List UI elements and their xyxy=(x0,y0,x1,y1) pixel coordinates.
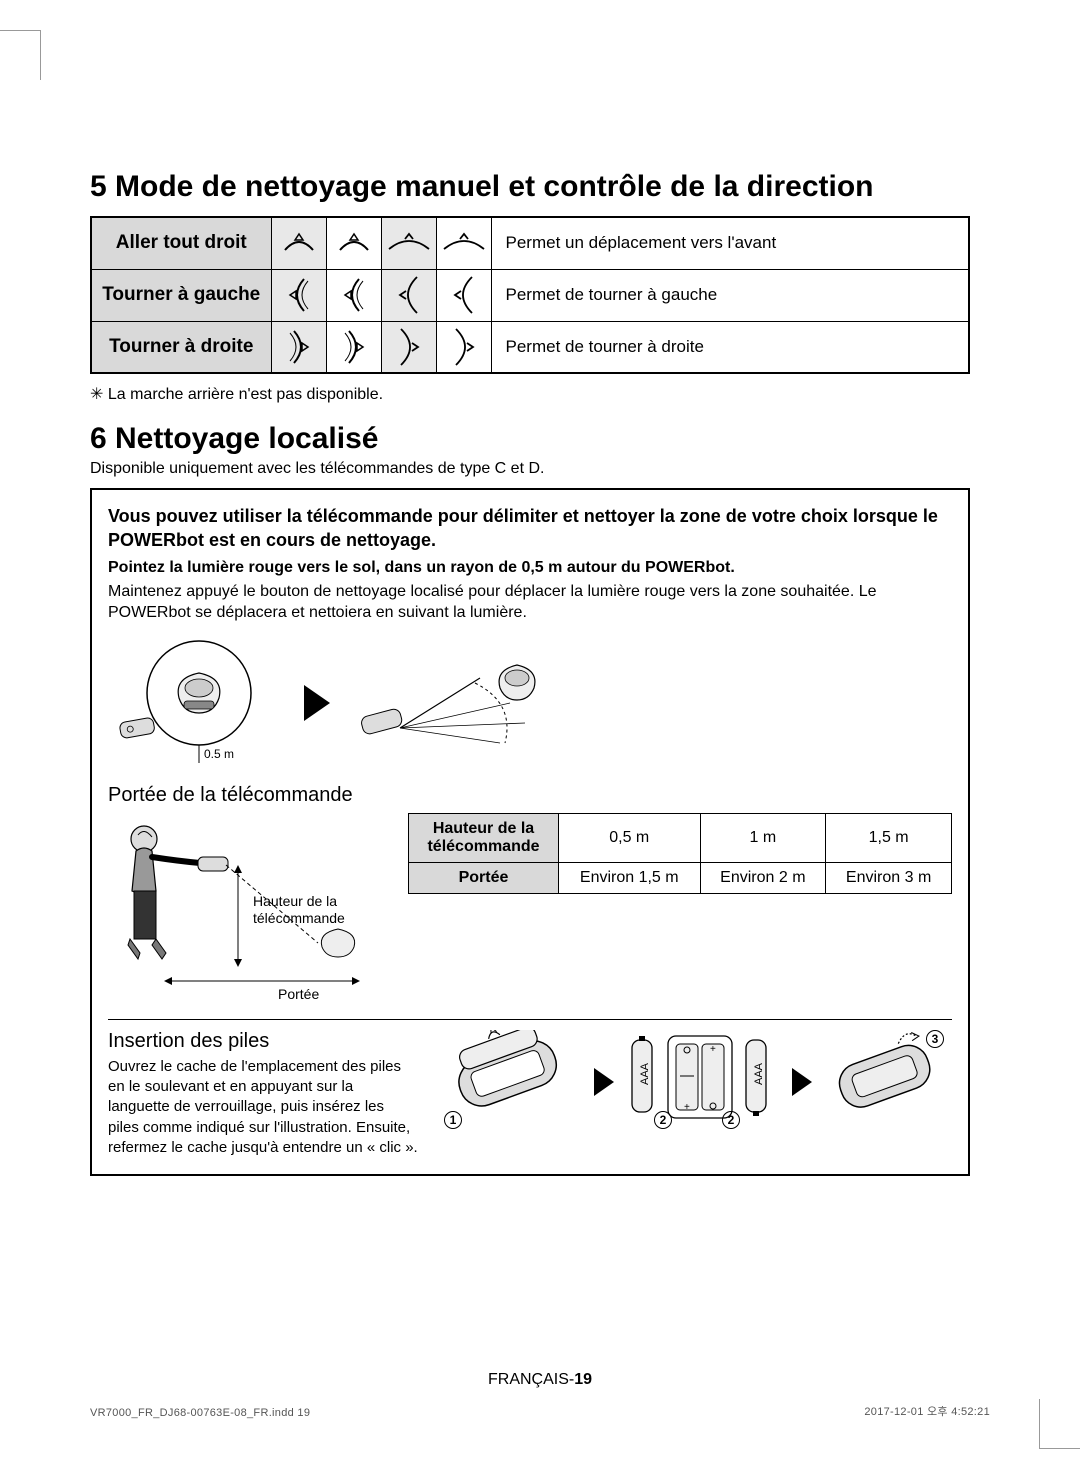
illustration-row: 0.5 m xyxy=(108,638,952,768)
range-val-0: Environ 1,5 m xyxy=(559,862,701,893)
range-table: Hauteur de la télécommande 0,5 m 1 m 1,5… xyxy=(408,813,952,894)
imprint-right: 2017-12-01 오후 4:52:21 xyxy=(864,1403,990,1419)
battery-body: Ouvrez le cache de l'emplacement des pil… xyxy=(108,1057,418,1158)
battery-figures: 1 AAA + xyxy=(434,1030,952,1135)
dir-row1-icon1 xyxy=(326,269,381,321)
range-val-2: Environ 3 m xyxy=(826,862,952,893)
svg-text:+: + xyxy=(684,1102,690,1113)
svg-text:0.5 m: 0.5 m xyxy=(204,747,234,761)
dir-row2-icon2 xyxy=(381,321,436,373)
dir-row0-icon3 xyxy=(436,217,491,269)
dir-row2-icon3 xyxy=(436,321,491,373)
dir-row2-icon0 xyxy=(271,321,326,373)
range-figure: Hauteur de la télécommande Portée xyxy=(108,813,388,1003)
imprint-left: VR7000_FR_DJ68-00763E-08_FR.indd 19 xyxy=(90,1407,310,1419)
section6-title: 6 Nettoyage localisé xyxy=(90,422,970,456)
range-fig-plabel: Portée xyxy=(278,986,319,1002)
dir-row1-desc: Permet de tourner à gauche xyxy=(491,269,969,321)
dir-row1-icon2 xyxy=(381,269,436,321)
dir-row0-desc: Permet un déplacement vers l'avant xyxy=(491,217,969,269)
page-number: FRANÇAIS-19 xyxy=(0,1371,1080,1389)
range-fig-hlabel: Hauteur de la télécommande xyxy=(253,893,388,927)
range-col-0: 0,5 m xyxy=(559,813,701,862)
arrow-right-icon xyxy=(792,1068,812,1096)
dir-row2-desc: Permet de tourner à droite xyxy=(491,321,969,373)
dir-row0-icon2 xyxy=(381,217,436,269)
range-col-2: 1,5 m xyxy=(826,813,952,862)
section6-body: Maintenez appuyé le bouton de nettoyage … xyxy=(108,581,952,624)
section6-box: Vous pouvez utiliser la télécommande pou… xyxy=(90,488,970,1176)
section5-footnote: ✳ La marche arrière n'est pas disponible… xyxy=(90,384,970,404)
illus-circle: 0.5 m xyxy=(114,638,274,768)
section5-title: 5 Mode de nettoyage manuel et contrôle d… xyxy=(90,170,970,204)
dir-row2-label: Tourner à droite xyxy=(91,321,271,373)
separator xyxy=(108,1019,952,1020)
range-col-1: 1 m xyxy=(700,813,826,862)
range-val-1: Environ 2 m xyxy=(700,862,826,893)
dir-row2-icon1 xyxy=(326,321,381,373)
dir-row1-icon0 xyxy=(271,269,326,321)
svg-text:AAA: AAA xyxy=(639,1062,651,1085)
range-title: Portée de la télécommande xyxy=(108,784,952,807)
section6-bold2: Pointez la lumière rouge vers le sol, da… xyxy=(108,559,952,577)
range-row1-label: Hauteur de la télécommande xyxy=(409,813,559,862)
range-row2-label: Portée xyxy=(409,862,559,893)
section6-bold1: Vous pouvez utiliser la télécommande pou… xyxy=(108,504,952,553)
arrow-right-icon xyxy=(304,685,330,721)
illus-sweep xyxy=(360,648,560,758)
dir-row1-icon3 xyxy=(436,269,491,321)
svg-text:+: + xyxy=(710,1044,716,1055)
section6-note: Disponible uniquement avec les télécomma… xyxy=(90,460,970,478)
direction-table: Aller tout droit Permet un déplacement v… xyxy=(90,216,970,374)
svg-text:AAA: AAA xyxy=(753,1062,765,1085)
dir-row0-icon1 xyxy=(326,217,381,269)
dir-row1-label: Tourner à gauche xyxy=(91,269,271,321)
arrow-right-icon xyxy=(594,1068,614,1096)
dir-row0-label: Aller tout droit xyxy=(91,217,271,269)
dir-row0-icon0 xyxy=(271,217,326,269)
battery-title: Insertion des piles xyxy=(108,1030,418,1053)
